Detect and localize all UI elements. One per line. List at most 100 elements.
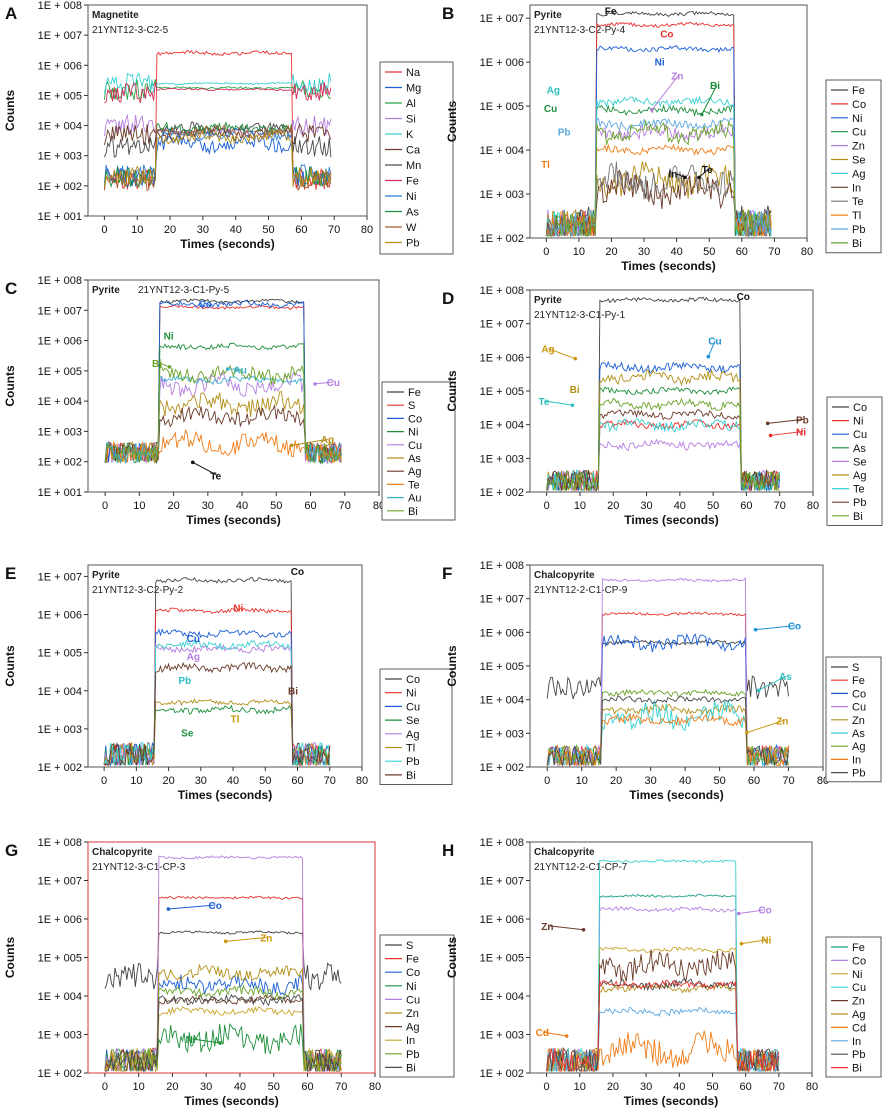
legend-box — [379, 61, 454, 255]
annotation-label: As — [779, 672, 792, 683]
legend-label: In — [852, 754, 861, 766]
annotation-arrow — [746, 720, 784, 734]
y-tick-label: 1E + 004 — [38, 121, 82, 133]
legend-label: Ni — [408, 427, 418, 439]
legend-label: Cu — [408, 440, 422, 452]
annotation-label: Te — [538, 397, 549, 408]
series-line-pb — [546, 695, 789, 768]
x-tick-label: 40 — [236, 500, 248, 512]
annotation-arrowhead — [736, 911, 741, 916]
legend-label: Ag — [852, 741, 865, 753]
x-tick-label: 70 — [335, 1081, 347, 1093]
x-axis-title: Times (seconds) — [186, 513, 280, 527]
x-tick-label: 70 — [324, 775, 336, 787]
y-axis-title: Counts — [3, 645, 17, 687]
annotation-label: Pb — [796, 415, 809, 426]
legend-label: Pb — [406, 756, 419, 768]
annotation-label: Ni — [761, 936, 771, 947]
annotation-label: Cd — [536, 1028, 549, 1039]
annotation-arrow — [741, 939, 769, 945]
legend-label: Cu — [406, 994, 420, 1006]
series-line-bi — [104, 993, 342, 1073]
panel-letter: D — [442, 289, 454, 308]
x-tick-label: 10 — [130, 775, 142, 787]
legend-label: Co — [852, 99, 866, 111]
legend-label: In — [852, 1036, 861, 1048]
annotation-arrowhead — [756, 688, 761, 693]
plot-frame — [87, 279, 380, 493]
legend-label: Bi — [852, 238, 862, 250]
x-tick-label: 0 — [544, 1081, 550, 1093]
x-tick-label: 50 — [259, 775, 271, 787]
y-tick-label: 1E + 007 — [38, 571, 82, 583]
x-tick-label: 60 — [740, 500, 752, 512]
x-tick-label: 40 — [234, 1081, 246, 1093]
legend-label: Bi — [406, 1062, 416, 1074]
mineral-label: Chalcopyrite — [534, 570, 595, 581]
x-tick-label: 60 — [740, 1081, 752, 1093]
y-axis-title: Counts — [3, 937, 17, 979]
x-tick-label: 70 — [339, 500, 351, 512]
legend-label: Pb — [406, 238, 419, 250]
annotation-label: Cu — [544, 104, 557, 115]
x-tick-label: 10 — [576, 775, 588, 787]
series-line-in — [546, 713, 789, 767]
panel-letter: C — [5, 279, 17, 298]
legend-label: Co — [408, 413, 422, 425]
y-tick-label: 1E + 003 — [480, 728, 524, 740]
y-tick-label: 1E + 008 — [38, 837, 82, 849]
series-line-bi — [546, 979, 780, 1073]
panel-letter: G — [5, 841, 18, 860]
legend-label: As — [406, 207, 419, 219]
legend-label: Ag — [852, 168, 865, 180]
legend-label: Se — [406, 715, 419, 727]
annotation-label: Bi — [152, 359, 162, 370]
y-tick-label: 1E + 005 — [38, 953, 82, 965]
y-axis-title: Counts — [3, 90, 17, 132]
annotation-arrowhead — [768, 433, 773, 438]
legend-label: S — [408, 400, 415, 412]
sample-label: 21YNT12-2-C1-CP-9 — [534, 585, 628, 596]
y-tick-label: 1E + 005 — [38, 366, 82, 378]
legend-label: Pb — [852, 768, 865, 780]
x-tick-label: 80 — [807, 500, 819, 512]
legend-label: Au — [408, 493, 421, 505]
annotation-label: Te — [210, 471, 221, 482]
x-tick-label: 0 — [543, 246, 549, 258]
x-tick-label: 30 — [195, 775, 207, 787]
annotation-arrow — [548, 348, 576, 360]
series-line-in — [104, 1006, 342, 1072]
x-tick-label: 70 — [782, 775, 794, 787]
annotation-label: Co — [199, 300, 212, 311]
x-tick-label: 40 — [679, 775, 691, 787]
y-tick-label: 1E + 001 — [38, 211, 82, 223]
y-axis-title: Counts — [445, 937, 459, 979]
legend-label: Co — [406, 967, 420, 979]
legend-box — [379, 668, 453, 785]
annotation-label: Co — [758, 906, 771, 917]
y-tick-label: 1E + 002 — [480, 233, 524, 245]
x-tick-label: 30 — [638, 246, 650, 258]
legend-label: Pb — [853, 497, 866, 509]
x-tick-label: 80 — [801, 246, 813, 258]
y-tick-label: 1E + 002 — [38, 1068, 82, 1080]
series-line-ag — [104, 404, 342, 464]
y-tick-label: 1E + 008 — [38, 275, 82, 287]
y-tick-label: 1E + 002 — [480, 487, 524, 499]
x-tick-label: 60 — [304, 500, 316, 512]
legend-label: W — [406, 222, 417, 234]
x-axis-title: Times (seconds) — [624, 513, 718, 527]
x-tick-label: 30 — [200, 1081, 212, 1093]
legend-label: Bi — [852, 1063, 862, 1075]
x-tick-label: 10 — [573, 246, 585, 258]
y-tick-label: 1E + 006 — [480, 627, 524, 639]
legend-label: S — [852, 662, 859, 674]
y-tick-label: 1E + 006 — [38, 610, 82, 622]
legend-label: In — [406, 1035, 415, 1047]
plot-frame — [87, 841, 376, 1074]
series-line-pb — [546, 977, 780, 1073]
annotation-arrow — [758, 675, 787, 691]
series-line-fe — [104, 81, 332, 104]
series-line-s — [104, 930, 342, 991]
